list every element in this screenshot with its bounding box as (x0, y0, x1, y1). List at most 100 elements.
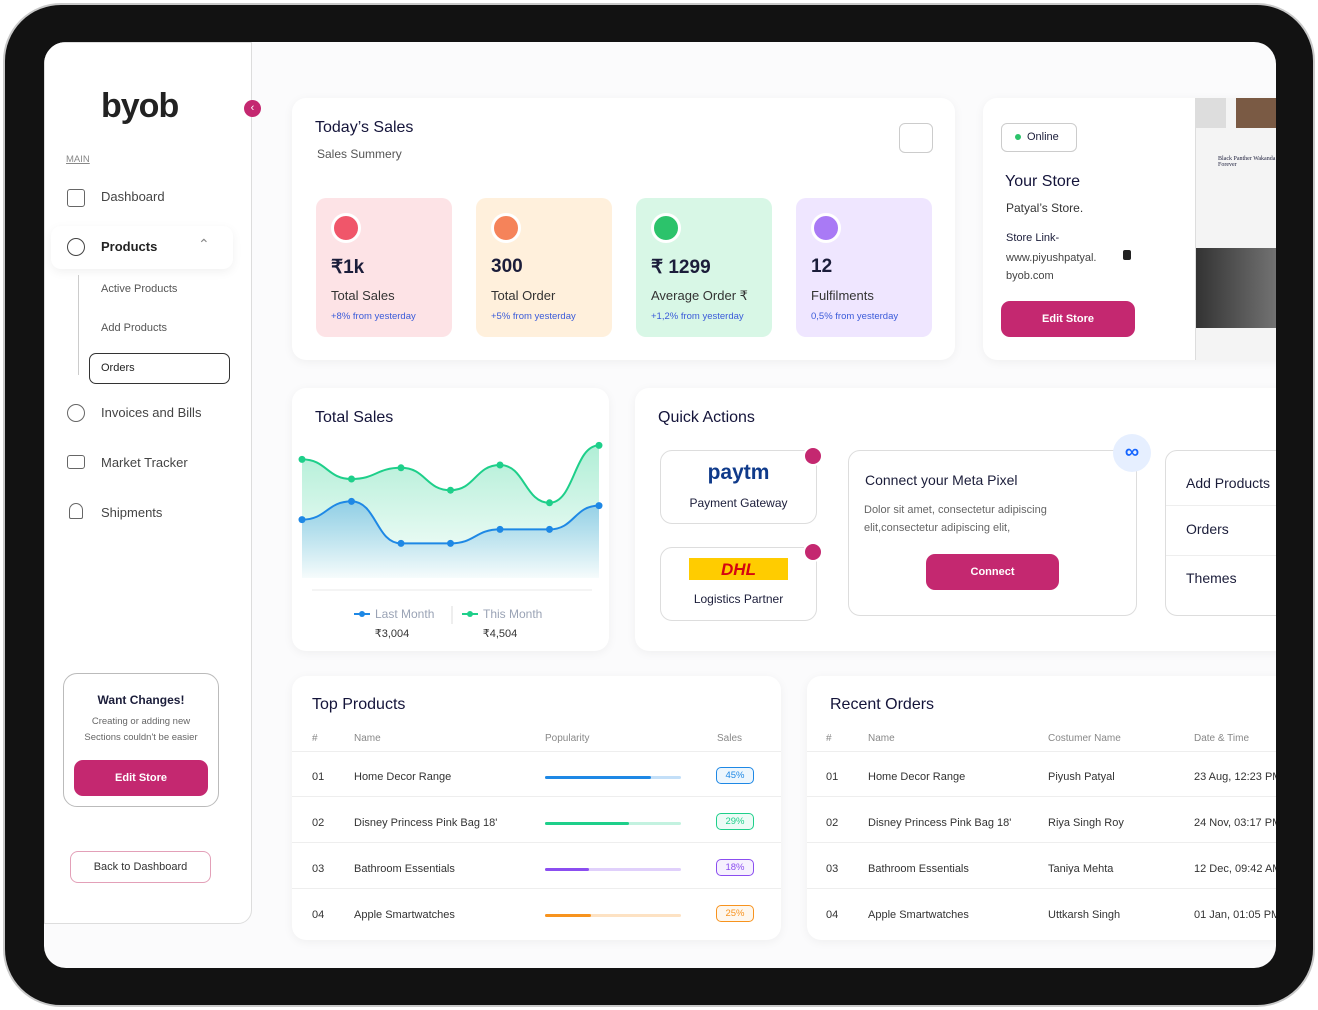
store-link[interactable]: www.piyushpatyal. byob.com (1006, 252, 1097, 282)
legend-label: This Month (483, 607, 542, 621)
section-label: MAIN (66, 154, 90, 165)
paytm-logo: paytm (707, 461, 770, 484)
cell: 03 (312, 863, 325, 875)
cell: 02 (312, 817, 325, 829)
popularity-bar (545, 868, 589, 871)
sub-nav[interactable]: Add Products (101, 322, 168, 334)
nav-item[interactable]: Shipments (101, 505, 163, 520)
card-title: Recent Orders (830, 696, 935, 713)
cell: Bathroom Essentials (354, 863, 455, 875)
sales-badge: 29% (716, 813, 754, 830)
stat-card: 300 Total Order +5% from yesterday (476, 198, 612, 337)
stat-card: ₹ 1299 Average Order ₹ +1,2% from yesterda… (636, 198, 772, 337)
divider (807, 888, 1276, 889)
top-products-card: Top Products # Name Popularity Sales 01 Home … (292, 676, 781, 940)
quick-link[interactable]: Add Products (1186, 475, 1271, 491)
stat-value: ₹1k (331, 257, 365, 278)
stat-label: Total Order (491, 288, 556, 303)
store-title: Your Store (1005, 173, 1081, 190)
divider (292, 888, 781, 889)
edit-store-button[interactable]: Edit Store (1001, 301, 1135, 337)
logo[interactable]: byob (101, 87, 179, 125)
status-dot (1015, 134, 1021, 140)
cell: 24 Nov, 03:17 PM (1194, 817, 1276, 829)
promo-text: Creating or adding new Sections couldn't… (84, 716, 198, 743)
popularity-track (545, 868, 681, 871)
recent-orders-card: Recent Orders # Name Costumer Name Date & T… (807, 676, 1276, 940)
nav-item[interactable]: Market Tracker (101, 455, 188, 470)
stat-change: +1,2% from yesterday (651, 311, 744, 322)
status: Online (1027, 131, 1059, 143)
column-header: # (826, 733, 832, 744)
popularity-track (545, 914, 681, 917)
popularity-bar (545, 822, 630, 825)
column-header: Name (868, 733, 895, 744)
point (348, 497, 355, 505)
partner-label: Logistics Partner (693, 592, 784, 606)
back-button[interactable]: Back to Dashboard (70, 851, 211, 883)
edit-store-button[interactable]: Edit Store (74, 760, 208, 796)
stat-label: Total Sales (331, 288, 395, 303)
connect-button[interactable]: Connect (926, 554, 1059, 590)
cell: Taniya Mehta (1048, 863, 1114, 875)
cell: 01 (312, 771, 325, 783)
cell: 12 Dec, 09:42 AM (1194, 863, 1276, 875)
stat-icon (651, 213, 681, 243)
card-title: Top Products (312, 696, 406, 713)
column-header: Popularity (545, 733, 590, 744)
stat-card: ₹1k Total Sales +8% from yesterday (316, 198, 452, 337)
preview-text: Black Panther Wakanda Forever (1218, 156, 1276, 168)
legend-dot (467, 611, 473, 617)
edit-icon[interactable] (803, 446, 823, 466)
divider (1166, 555, 1276, 556)
meta-title: Connect your Meta Pixel (865, 472, 1018, 488)
card-subtitle: Sales Summery (317, 147, 402, 161)
status-badge (1001, 123, 1077, 152)
stat-icon (491, 213, 521, 243)
popularity-bar (545, 776, 652, 779)
legend-dot (359, 611, 365, 617)
chart-title: Total Sales (315, 409, 394, 426)
cell: Apple Smartwatches (354, 909, 455, 921)
stat-value: 12 (811, 256, 833, 277)
cell: Bathroom Essentials (868, 863, 969, 875)
partner-box[interactable] (660, 450, 817, 524)
stat-label: Average Order ₹ (651, 288, 748, 303)
stat-change: 0,5% from yesterday (811, 311, 899, 322)
point (595, 441, 603, 449)
point (546, 499, 553, 507)
point (397, 464, 405, 472)
dhl-logo: DHL (721, 560, 756, 579)
sub-nav[interactable]: Active Products (101, 283, 178, 295)
stat-change: +5% from yesterday (491, 311, 576, 322)
divider (292, 842, 781, 843)
preview-image (1196, 98, 1226, 128)
quick-link[interactable]: Themes (1186, 570, 1237, 586)
divider (807, 842, 1276, 843)
stat-value: 300 (491, 256, 523, 277)
preview-image (1236, 98, 1276, 128)
sub-nav[interactable]: Orders (101, 362, 135, 374)
calendar-button[interactable] (899, 123, 933, 153)
cell: Home Decor Range (868, 771, 966, 783)
cell: 03 (826, 863, 839, 875)
chevron: ⌃ (198, 236, 210, 252)
card-title: Quick Actions (658, 409, 755, 426)
sub-nav-active (89, 353, 230, 384)
quick-link[interactable]: Orders (1186, 521, 1229, 537)
sales-badge: 25% (716, 905, 754, 922)
cell: Uttkarsh Singh (1048, 909, 1121, 921)
nav-item[interactable]: Products (101, 239, 158, 254)
nav-item[interactable]: Dashboard (101, 189, 165, 204)
nav-item[interactable]: Invoices and Bills (101, 405, 202, 420)
copy-icon[interactable] (1123, 250, 1131, 260)
edit-icon[interactable] (803, 542, 823, 562)
icon (67, 404, 85, 422)
store-link-label: Store Link- (1006, 232, 1060, 244)
stat-icon (811, 213, 841, 243)
cell: 01 Jan, 01:05 PM (1194, 909, 1276, 921)
collapse-button[interactable]: ‹ (244, 100, 261, 117)
meta-text: Dolor sit amet, consectetur adipiscing e… (864, 504, 1047, 534)
